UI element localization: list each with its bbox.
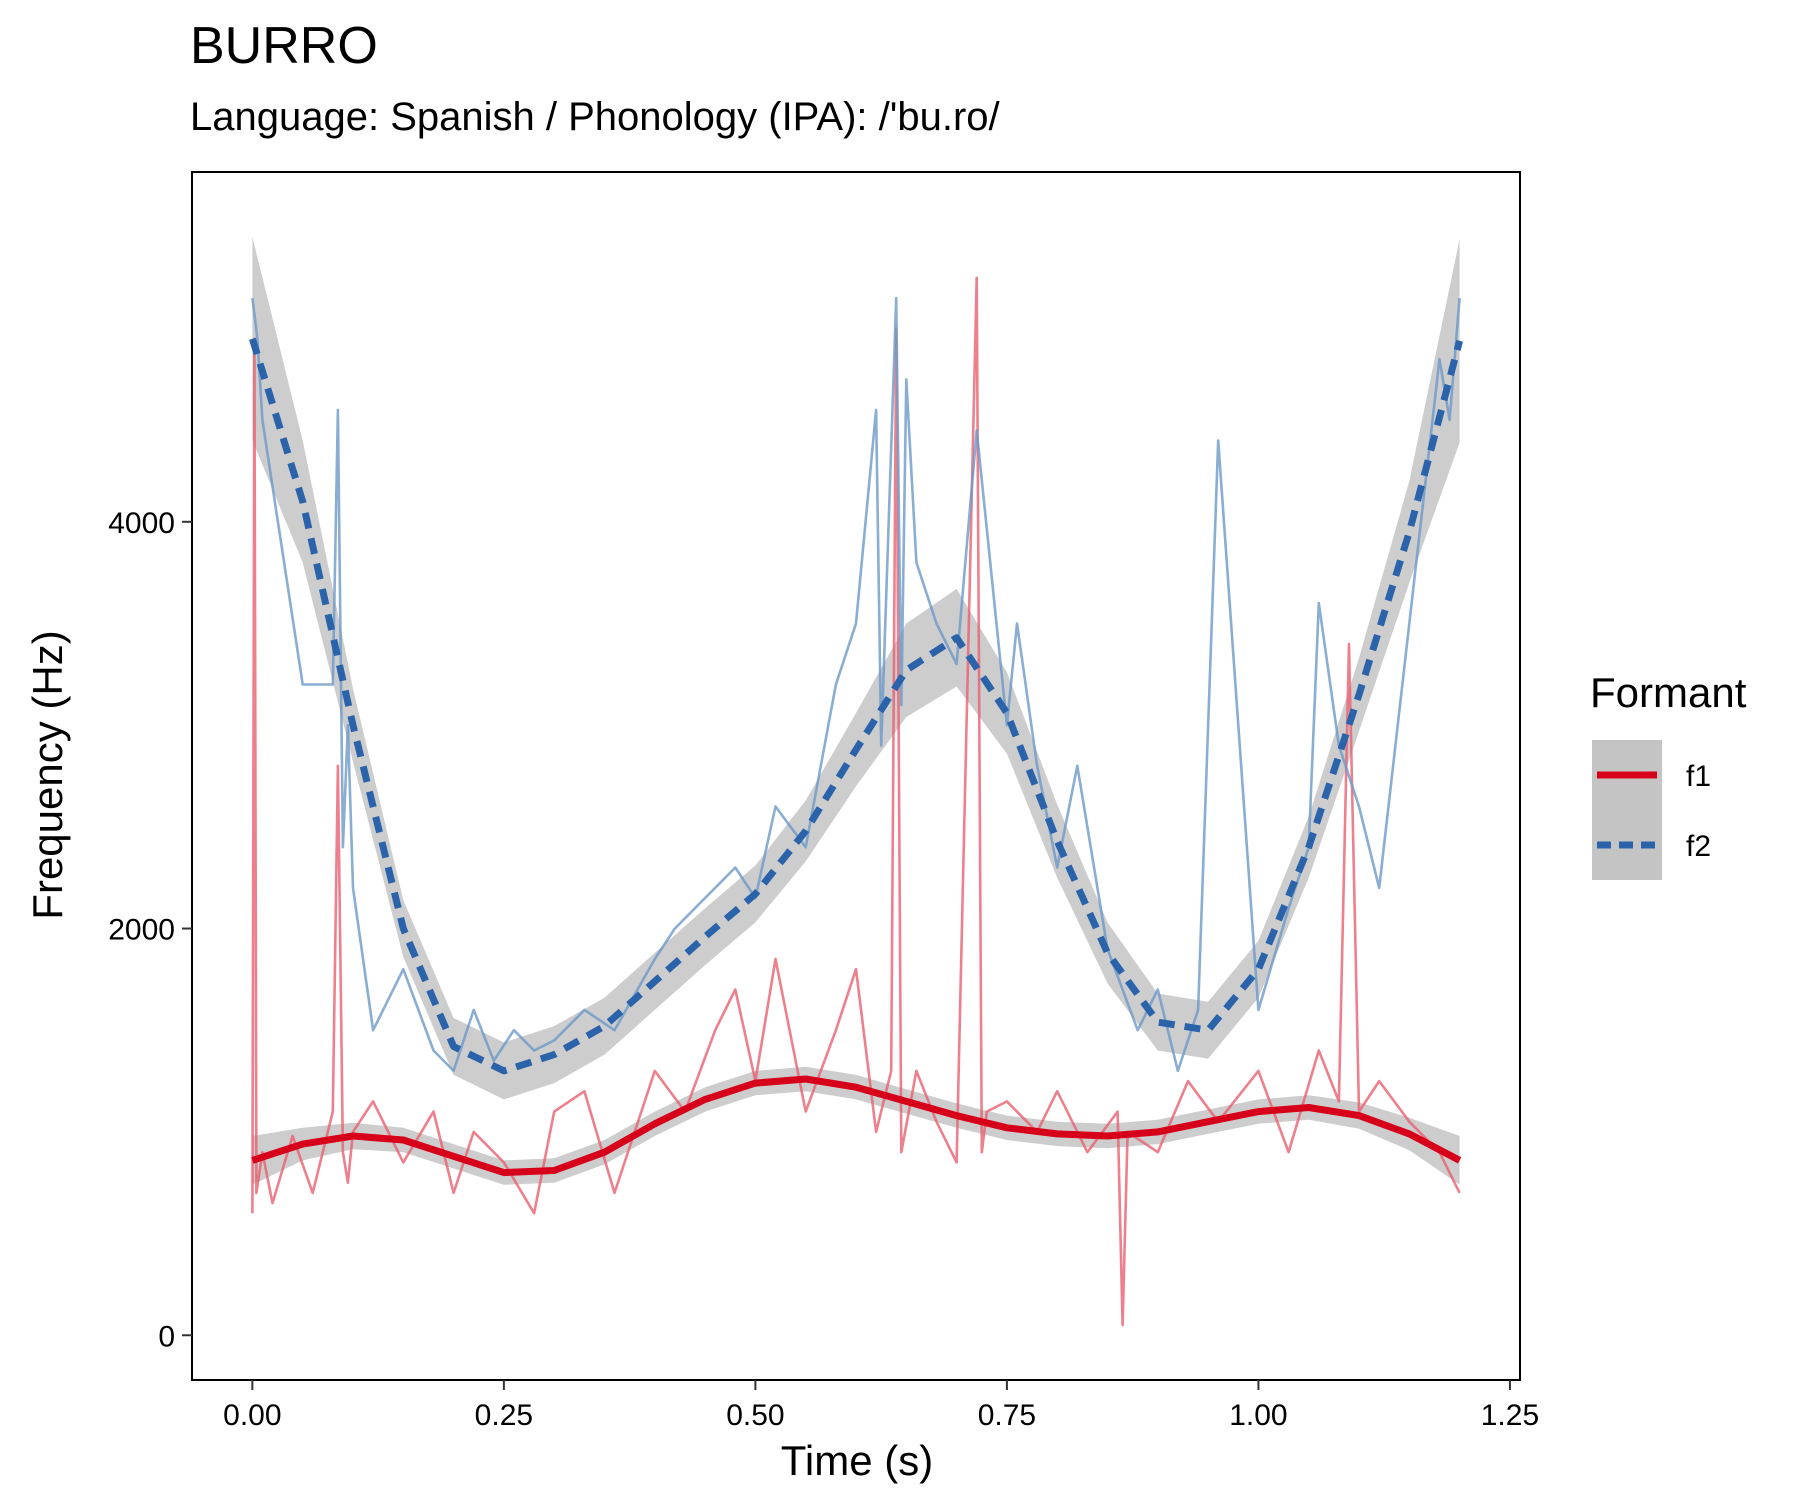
- y-axis-title: Frequency (Hz): [24, 630, 71, 919]
- x-tick-label: 1.25: [1481, 1399, 1539, 1432]
- legend: Formant f1 f2: [1590, 669, 1747, 880]
- smoothed-formant-lines: [249, 337, 1463, 1177]
- plot-area: [191, 171, 1521, 1381]
- chart-subtitle: Language: Spanish / Phonology (IPA): /'b…: [190, 95, 1001, 139]
- f1-smooth-line: [251, 1075, 1462, 1177]
- raw-formant-tracks: [251, 276, 1461, 1327]
- x-tick-label: 0.00: [223, 1399, 281, 1432]
- y-tick-label: 0: [158, 1320, 175, 1353]
- f1-raw-track: [251, 276, 1461, 1327]
- x-tick-label: 0.25: [475, 1399, 533, 1432]
- x-tick-label: 0.75: [978, 1399, 1036, 1432]
- x-tick-label: 0.50: [726, 1399, 784, 1432]
- y-tick-label: 4000: [108, 507, 175, 540]
- x-tick-label: 1.00: [1229, 1399, 1287, 1432]
- y-axis: 0 2000 4000: [108, 507, 192, 1353]
- chart-title: BURRO: [190, 17, 378, 75]
- f2-raw-track: [251, 296, 1461, 1073]
- x-axis: 0.00 0.25 0.50 0.75 1.00 1.25: [223, 1380, 1539, 1432]
- x-axis-title: Time (s): [781, 1437, 933, 1484]
- legend-label-f2: f2: [1686, 830, 1711, 863]
- legend-label-f1: f1: [1686, 760, 1711, 793]
- panel-border: [191, 171, 1521, 1381]
- f2-smooth-line: [249, 337, 1463, 1075]
- legend-title: Formant: [1590, 669, 1747, 716]
- confidence-ribbons: [252, 237, 1460, 1185]
- y-tick-label: 2000: [108, 914, 175, 947]
